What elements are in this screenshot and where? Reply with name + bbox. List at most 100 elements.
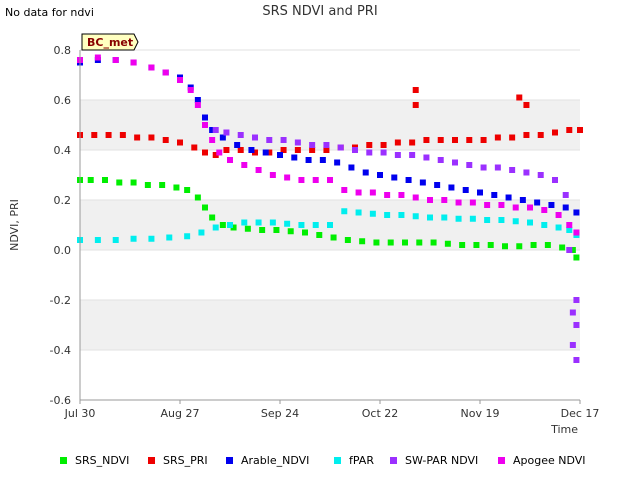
data-point <box>441 214 448 221</box>
data-point <box>409 139 416 146</box>
data-point <box>391 174 398 181</box>
data-point <box>119 132 126 138</box>
data-point <box>366 142 373 148</box>
data-point <box>573 229 580 236</box>
data-point <box>384 192 391 198</box>
data-point <box>469 215 476 222</box>
data-point <box>412 213 419 220</box>
data-point <box>116 179 123 186</box>
data-point <box>566 227 573 233</box>
data-point <box>412 87 419 93</box>
data-point <box>284 220 291 227</box>
data-point <box>487 242 494 248</box>
data-point <box>437 137 444 143</box>
data-point <box>405 177 412 183</box>
data-point <box>512 204 519 211</box>
data-point <box>480 137 487 143</box>
data-point <box>527 204 533 211</box>
data-point <box>494 134 501 141</box>
data-point <box>394 152 401 158</box>
data-point <box>187 87 194 93</box>
data-point <box>562 192 569 198</box>
data-point <box>294 139 301 146</box>
data-point <box>259 227 266 233</box>
data-point <box>416 239 423 246</box>
data-point <box>302 229 308 236</box>
data-point <box>441 197 448 203</box>
data-point <box>194 102 201 108</box>
data-point <box>202 204 208 211</box>
data-point <box>209 214 216 221</box>
data-point <box>387 239 394 246</box>
data-point <box>398 212 405 218</box>
data-point <box>316 232 323 238</box>
data-point <box>477 189 483 196</box>
data-point <box>498 217 505 223</box>
data-point <box>223 129 230 136</box>
data-point <box>484 217 491 223</box>
data-point <box>530 242 537 248</box>
data-point <box>355 189 362 196</box>
data-point <box>409 152 416 158</box>
legend-item: fPAR <box>334 454 374 467</box>
data-point <box>273 227 280 233</box>
data-point <box>519 197 526 203</box>
data-point <box>573 357 580 363</box>
y-tick-labels: -0.6 -0.4 -0.2 0.0 0.2 0.4 0.6 0.8 <box>50 44 71 407</box>
data-point <box>227 222 233 228</box>
data-point <box>466 162 473 168</box>
data-point <box>459 242 466 248</box>
data-point <box>573 297 580 303</box>
data-point <box>577 127 583 133</box>
data-point <box>380 142 387 148</box>
chart-title: SRS NDVI and PRI <box>262 4 378 19</box>
data-point <box>252 134 258 141</box>
data-point <box>327 222 333 228</box>
data-point <box>202 149 208 156</box>
data-point <box>419 179 426 186</box>
data-point <box>334 159 341 166</box>
data-point <box>452 137 458 143</box>
data-point <box>162 69 169 76</box>
data-point <box>144 182 151 188</box>
data-point <box>455 215 462 222</box>
data-point <box>427 214 433 221</box>
data-point <box>466 137 473 143</box>
data-point <box>444 240 451 247</box>
data-point <box>134 134 141 141</box>
y-tick-label: 0.6 <box>54 94 72 107</box>
legend-swatch <box>390 457 397 464</box>
y-tick-label: -0.4 <box>50 344 71 357</box>
data-point <box>552 177 558 183</box>
x-tick-label: Jul 30 <box>64 407 96 420</box>
data-point <box>434 182 441 188</box>
site-badge: BC_met <box>81 33 139 51</box>
data-point <box>484 202 491 208</box>
data-point <box>244 225 251 232</box>
data-point <box>537 132 544 138</box>
data-point <box>452 159 458 166</box>
data-point <box>237 147 244 153</box>
data-point <box>212 127 219 133</box>
data-point <box>566 247 573 253</box>
data-point <box>455 199 462 206</box>
data-point <box>573 254 580 261</box>
badge-label: BC_met <box>87 36 133 49</box>
data-point <box>87 177 94 183</box>
legend-label: Apogee NDVI <box>513 454 586 467</box>
legend-label: SRS_PRI <box>163 454 208 467</box>
legend-swatch <box>498 457 505 464</box>
y-tick-label: -0.6 <box>50 394 71 407</box>
data-point <box>341 208 348 215</box>
data-point <box>269 172 276 178</box>
data-point <box>294 147 301 153</box>
legend-label: SW-PAR NDVI <box>405 454 479 467</box>
data-point <box>177 77 183 83</box>
series-apogee-ndvi <box>77 54 580 236</box>
legend-item: Apogee NDVI <box>498 454 586 467</box>
data-point <box>194 97 201 103</box>
data-point <box>569 342 576 348</box>
data-point <box>255 167 262 173</box>
data-point <box>527 219 533 226</box>
y-axis-label: NDVI, PRI <box>8 199 21 251</box>
